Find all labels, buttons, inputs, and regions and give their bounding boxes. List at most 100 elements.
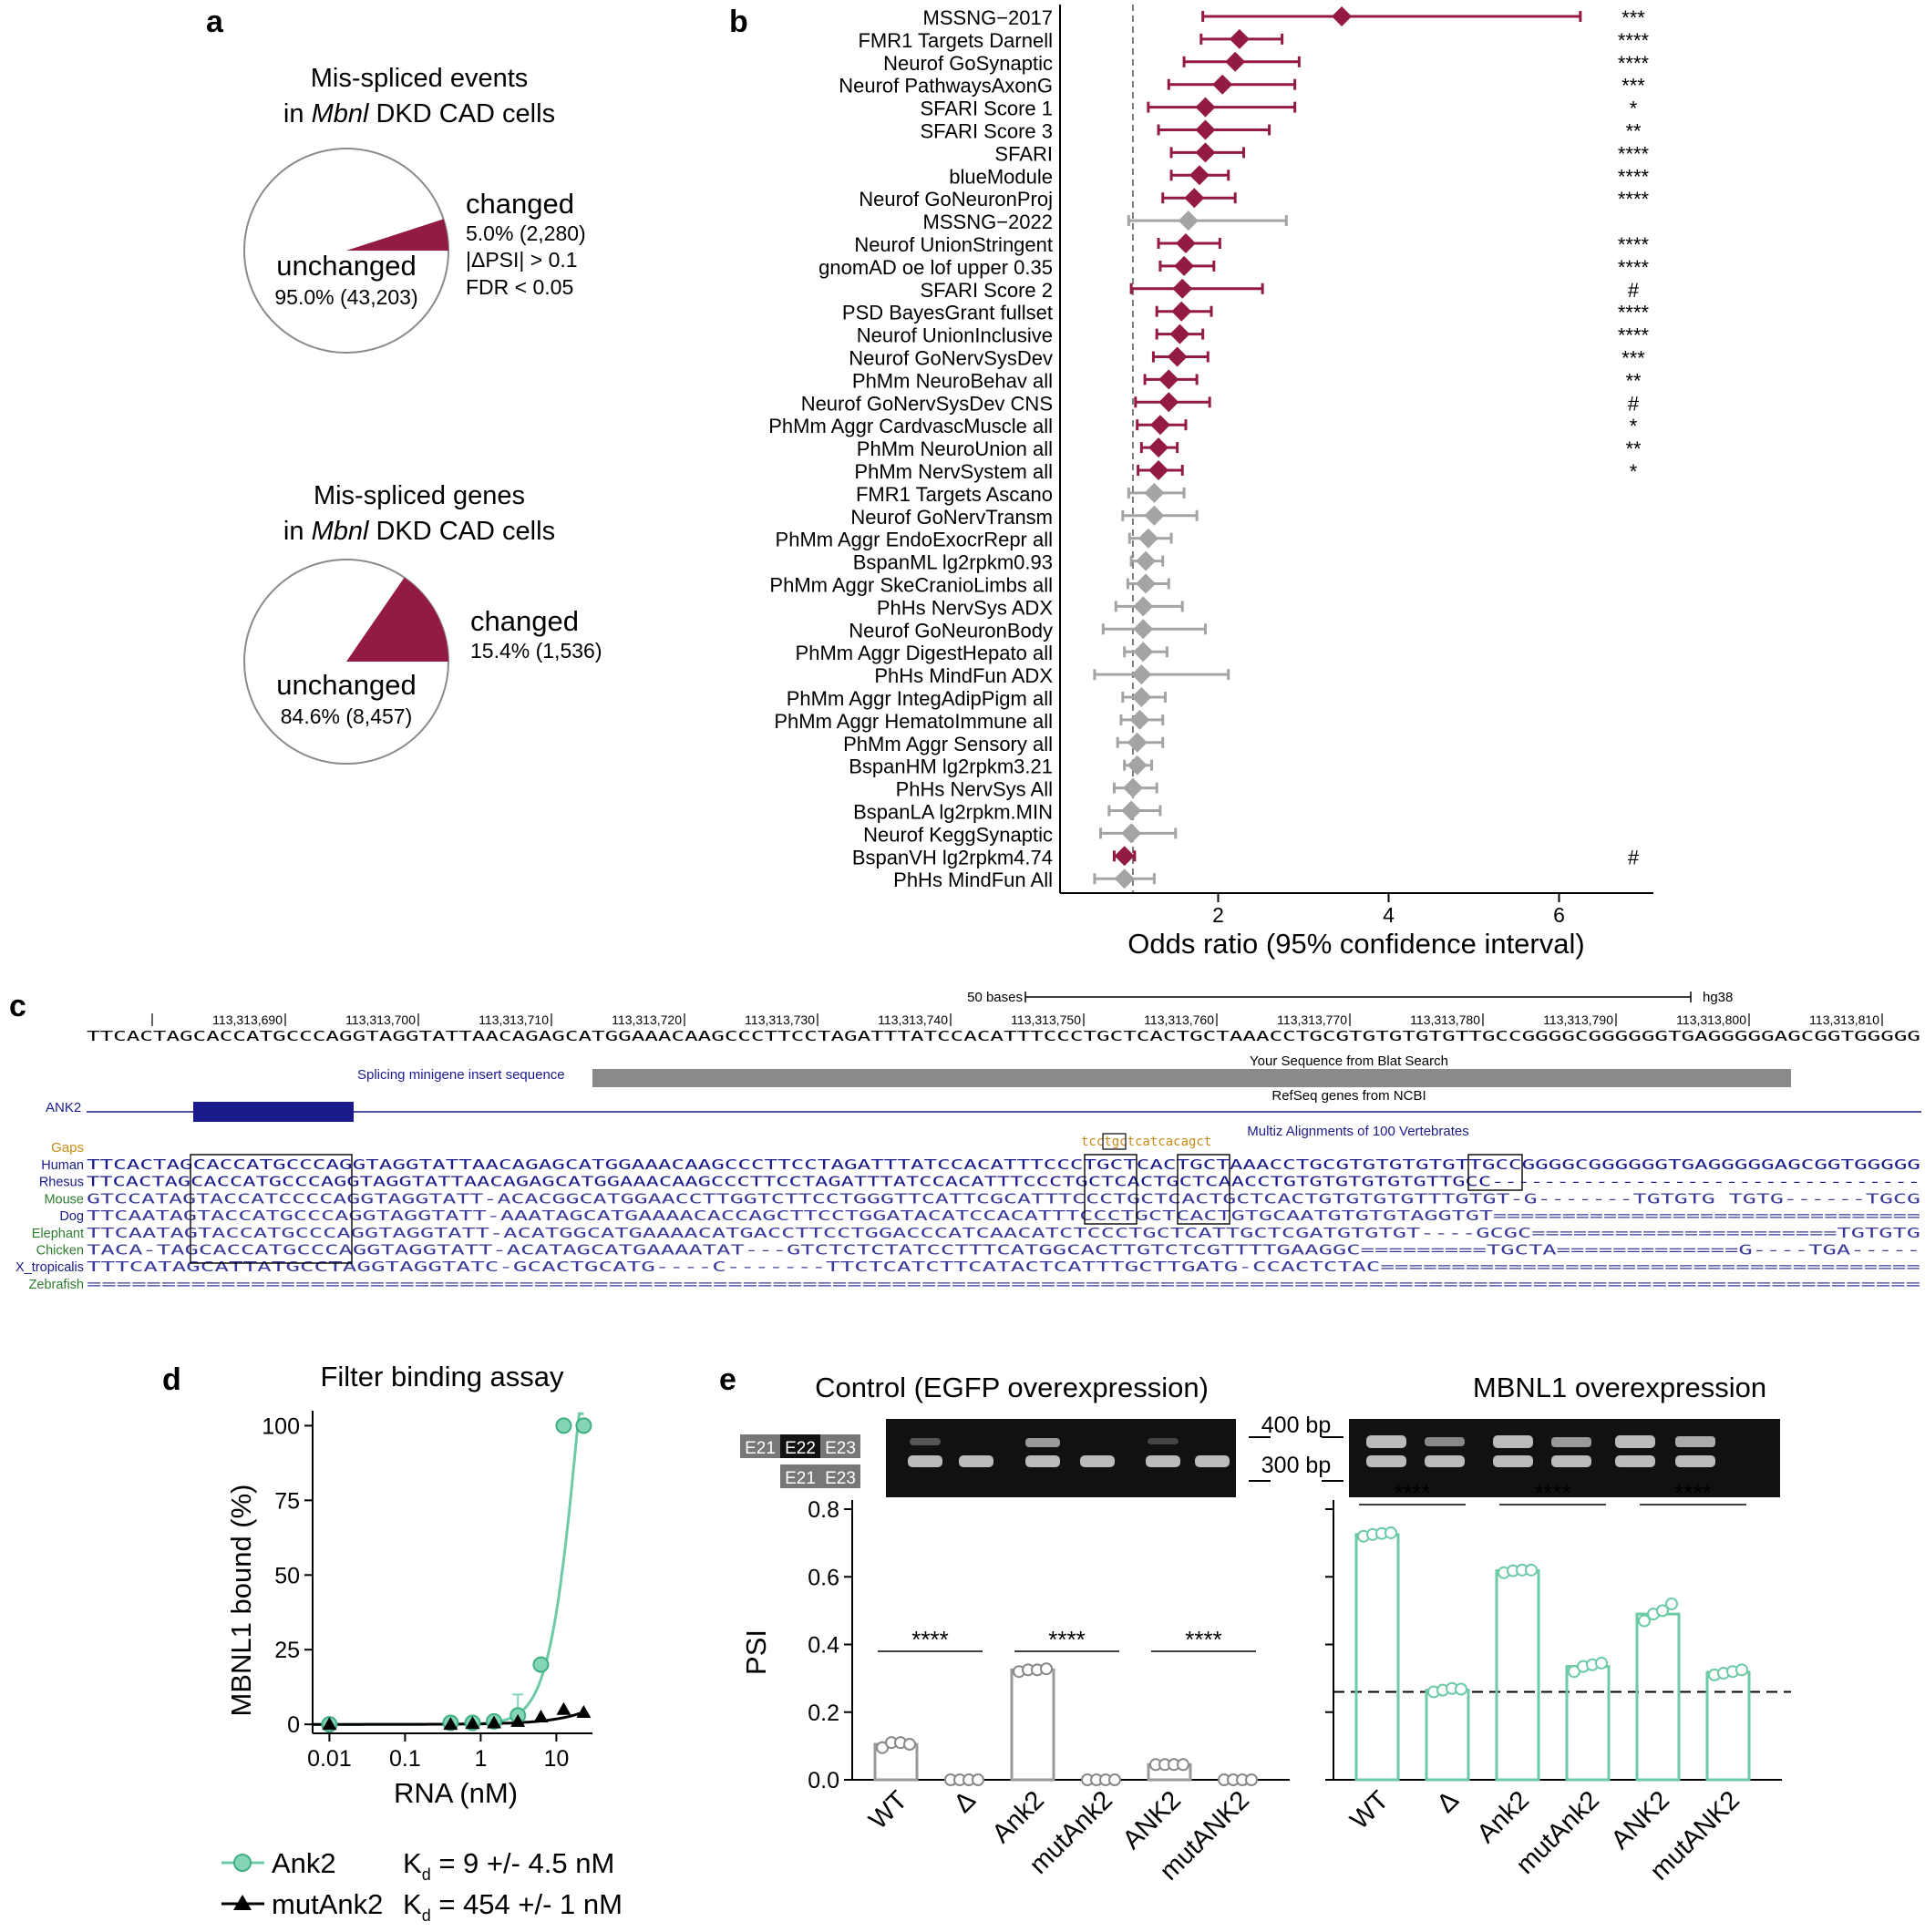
forest-point [1133, 619, 1154, 640]
forest-significance: # [1628, 392, 1640, 415]
events-criteria-dpsi: |ΔPSI| > 0.1 [466, 248, 578, 272]
coord-label: 113,313,780 [1410, 1012, 1480, 1027]
forest-row-label: Neurof GoNeuronProj [859, 188, 1053, 211]
ank2-data-point [532, 1656, 550, 1673]
coord-label: 113,313,740 [878, 1012, 948, 1027]
species-sequence: TTCACTAGCACCATGCCCAGGTAGGTATTAACAGAGCATG… [87, 1174, 1920, 1190]
forest-point [1136, 573, 1157, 594]
binding-y-tick-label: 0 [287, 1712, 300, 1738]
forest-row-label: PhMm NervSystem all [854, 460, 1053, 483]
panel-label-e: e [719, 1362, 736, 1397]
species-row: X_tropicalis TTTCATAGCATTATGCCTAGGTAGGTAT… [15, 1259, 1920, 1275]
psi-bar [1425, 1689, 1470, 1782]
species-row: Mouse GTCCATAGTACCATCCCCAGGTAGGTATT-ACACG… [44, 1190, 1920, 1207]
forest-row-label: Neurof GoNeuronBody [849, 619, 1053, 642]
coord-label: 113,313,700 [345, 1012, 416, 1027]
psi-bar [1565, 1665, 1611, 1782]
forest-row-label: PhMm Aggr CardvascMuscle all [768, 415, 1053, 437]
species-row: Zebrafish ===============================… [29, 1276, 1920, 1292]
forest-point [1178, 211, 1199, 231]
forest-significance: **** [1618, 302, 1650, 324]
forest-row: PhHs MindFun All [893, 868, 1156, 891]
forest-significance: ** [1625, 437, 1642, 460]
forest-row-label: SFARI Score 2 [920, 279, 1053, 302]
forest-row-label: PhMm Aggr SkeCranioLimbs all [769, 574, 1053, 597]
mutank2-data-point [533, 1709, 549, 1722]
psi-replicate-point [972, 1773, 984, 1786]
psi-category-label: Δ [949, 1785, 982, 1818]
binding-x-tick-label: 10 [543, 1746, 569, 1772]
forest-row: Neurof GoNeuronProj **** [859, 188, 1650, 211]
forest-row-label: BspanLA lg2rpkm.MIN [853, 801, 1053, 824]
forest-row: PhMm Aggr CardvascMuscle all * [768, 415, 1638, 437]
species-sequence: TTTCATAGCATTATGCCTAGGTAGGTATC-GCACTGCATG… [87, 1259, 1920, 1275]
coord-label: 113,313,710 [479, 1012, 549, 1027]
forest-point [1225, 51, 1246, 72]
panel-label-a: a [206, 5, 224, 39]
control-group-title: Control (EGFP overexpression) [815, 1372, 1209, 1403]
binding-y-tick-label: 50 [274, 1563, 300, 1588]
forest-row-label: Neurof GoNervSysDev CNS [801, 392, 1053, 415]
ank2-gene-label: ANK2 [46, 1100, 81, 1115]
marker-400bp: 400 bp [1261, 1413, 1331, 1438]
mutank2-data-point [443, 1717, 458, 1731]
mutank2-data-point [576, 1705, 592, 1719]
forest-row-label: PSD BayesGrant fullset [842, 302, 1053, 324]
forest-point [1131, 664, 1152, 685]
forest-row-label: Neurof GoNervSysDev [849, 347, 1053, 370]
binding-y-axis-title: MBNL1 bound (%) [225, 1484, 257, 1716]
forest-row-label: MSSNG−2017 [923, 6, 1053, 29]
genes-unchanged-label: unchanged [276, 669, 416, 701]
forest-row: BspanML lg2rpkm0.93 [853, 550, 1165, 574]
forest-row-label: SFARI Score 3 [920, 120, 1053, 143]
species-row: Elephant TTCAATAGTACCATGCCCAGGTAGGTATT-AC… [32, 1225, 1920, 1241]
forest-point [1167, 346, 1188, 367]
forest-row: gnomAD oe lof upper 0.35 **** [818, 255, 1650, 279]
forest-row-label: SFARI [994, 142, 1053, 165]
species-name: Dog [59, 1209, 84, 1224]
forest-significance: *** [1621, 6, 1645, 29]
binding-x-tick-label: 1 [474, 1746, 487, 1772]
psi-replicate-point [1455, 1682, 1467, 1696]
insert-sequence-label: tcctgctcatcacagct [1081, 1135, 1211, 1149]
forest-significance: **** [1618, 233, 1650, 256]
forest-x-axis-title: Odds ratio (95% confidence interval) [1127, 928, 1584, 960]
psi-replicate-point [1656, 1604, 1669, 1618]
forest-row-label: PhMm Aggr Sensory all [843, 733, 1053, 755]
forest-row: Neurof UnionInclusive **** [857, 324, 1650, 347]
mbnl1-gel-image [1349, 1419, 1780, 1497]
forest-point [1229, 28, 1250, 49]
psi-replicate-point [1177, 1758, 1189, 1772]
forest-row: Neurof GoNeuronBody [849, 619, 1207, 642]
forest-significance: **** [1618, 52, 1650, 75]
panel-label-b: b [729, 5, 748, 39]
exon-e22-long: E22 [785, 1439, 816, 1458]
tgcc-motif-box [1467, 1154, 1523, 1191]
tgct-motif-box-2 [1177, 1154, 1230, 1225]
genes-changed-value: 15.4% (1,536) [470, 639, 602, 663]
panel-label-d: d [162, 1362, 181, 1397]
species-sequence: ========================================… [87, 1276, 1920, 1292]
forest-row: PhMm Aggr Sensory all [843, 732, 1165, 755]
legend-ank2-label: Ank2 [272, 1847, 336, 1879]
refseq-track-label: RefSeq genes from NCBI [1271, 1088, 1426, 1104]
forest-row: SFARI Score 1 * [920, 97, 1638, 120]
genes-pie-changed-slice [346, 577, 448, 662]
forest-row-label: gnomAD oe lof upper 0.35 [818, 256, 1053, 279]
forest-significance: ** [1625, 369, 1642, 392]
species-sequence: TTCAATAGTACCATGCCCAGGTAGGTATT-ACATGGCATG… [87, 1225, 1920, 1241]
coord-label: 113,313,730 [745, 1012, 815, 1027]
forest-row: FMR1 Targets Darnell **** [858, 28, 1650, 52]
events-changed-value: 5.0% (2,280) [466, 221, 586, 245]
legend-mutank2-label: mutAnk2 [272, 1888, 383, 1920]
forest-row-label: PhHs MindFun All [893, 868, 1053, 891]
forest-row: PhMm NeuroBehav all ** [852, 369, 1642, 392]
psi-bar [1635, 1612, 1681, 1782]
forest-row-label: BspanVH lg2rpkm4.74 [852, 846, 1053, 868]
blat-track-label: Your Sequence from Blat Search [1250, 1053, 1448, 1069]
forest-row: SFARI Score 2 # [920, 278, 1640, 302]
panel-b-forest-plot: b MSSNG−2017 ***FMR1 Targets Darnell **** N… [729, 5, 1653, 960]
exon-e23-short: E23 [825, 1469, 856, 1488]
binding-x-axis-title: RNA (nM) [394, 1777, 518, 1809]
forest-point [1136, 550, 1157, 571]
